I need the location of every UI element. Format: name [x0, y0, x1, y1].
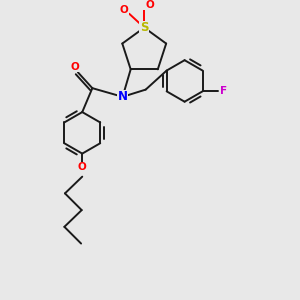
Text: O: O [120, 5, 128, 15]
Text: O: O [78, 162, 87, 172]
Text: S: S [140, 21, 148, 34]
Text: O: O [70, 61, 79, 71]
Text: O: O [145, 0, 154, 11]
Text: N: N [118, 90, 128, 103]
Text: F: F [220, 86, 227, 96]
